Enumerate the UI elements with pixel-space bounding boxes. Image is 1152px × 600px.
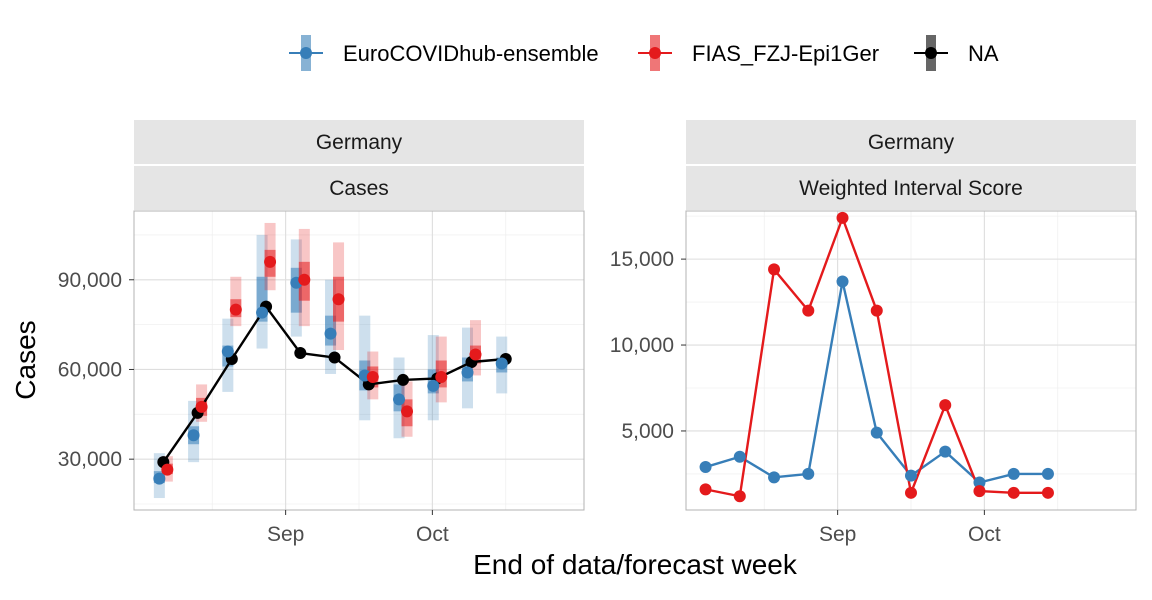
x-tick-label: Sep xyxy=(819,523,856,546)
eurocovidhub-ensemble-point xyxy=(905,469,917,482)
eurocovidhub-ensemble-interval-50 xyxy=(256,276,268,322)
legend-key-point xyxy=(300,47,312,59)
eurocovidhub-ensemble-median-point xyxy=(461,366,474,379)
fias-fzj-epi1ger-point xyxy=(870,304,883,317)
legend-label-ensemble: EuroCOVIDhub-ensemble xyxy=(343,41,599,66)
fias-fzj-epi1ger-point xyxy=(1041,486,1054,499)
points xyxy=(699,211,1054,503)
grid-minor xyxy=(134,211,584,510)
eurocovidhub-ensemble-point xyxy=(1007,467,1020,480)
legend-label-na: NA xyxy=(968,41,999,66)
legend-item-na: NA xyxy=(914,35,999,71)
points xyxy=(153,255,512,485)
fias-fzj-epi1ger-point xyxy=(973,485,986,498)
truth-point xyxy=(328,351,341,364)
fias-fzj-epi1ger-point xyxy=(768,263,781,276)
eurocovidhub-ensemble-median-point xyxy=(153,472,166,485)
fias-fzj-epi1ger-median-point xyxy=(469,348,482,361)
eurocovidhub-ensemble-point xyxy=(973,476,986,489)
fias-fzj-epi1ger-point xyxy=(905,486,917,499)
fias-fzj-epi1ger-median-point xyxy=(298,273,311,286)
legend-key-point xyxy=(925,47,937,59)
eurocovidhub-ensemble-point xyxy=(870,426,883,439)
plot-border xyxy=(685,210,1137,511)
eurocovidhub-ensemble-interval-50 xyxy=(290,267,302,313)
plot-border xyxy=(133,210,585,511)
truth-point xyxy=(294,347,307,360)
eurocovidhub-ensemble-median-point xyxy=(221,345,234,358)
x-tick-label: Oct xyxy=(968,523,1001,546)
fias-fzj-epi1ger-point xyxy=(699,483,712,496)
legend-label-fias: FIAS_FZJ-Epi1Ger xyxy=(692,41,879,66)
strip-top-label: Germany xyxy=(868,131,955,154)
eurocovidhub-ensemble-point xyxy=(836,275,849,288)
x-tick-label: Oct xyxy=(416,523,449,546)
x-axis: Sep Oct xyxy=(819,510,1001,546)
grid-major xyxy=(134,211,584,510)
eurocovidhub-ensemble-median-point xyxy=(393,393,406,406)
eurocovidhub-ensemble-point xyxy=(699,461,712,474)
fias-fzj-epi1ger-median-point xyxy=(401,405,414,418)
y-tick-label: 90,000 xyxy=(58,269,122,292)
legend-item-fias: FIAS_FZJ-Epi1Ger xyxy=(638,35,879,71)
legend-key-point xyxy=(649,47,661,59)
eurocovidhub-ensemble-median-point xyxy=(495,357,508,370)
fias-fzj-epi1ger-median-point xyxy=(435,370,448,383)
eurocovidhub-ensemble-point xyxy=(802,467,815,480)
fias-fzj-epi1ger-point xyxy=(802,304,815,317)
y-tick-label: 60,000 xyxy=(58,358,122,381)
y-tick-label: 10,000 xyxy=(610,334,674,357)
strip-bottom-label: Cases xyxy=(329,177,389,200)
fias-fzj-epi1ger-median-point xyxy=(332,293,345,306)
eurocovidhub-ensemble-median-point xyxy=(324,327,337,340)
strip-bottom-background xyxy=(134,166,584,210)
grid-minor xyxy=(686,211,1136,510)
grid-major xyxy=(686,211,1136,510)
panel-cases: Germany Cases 30,000 60,000 90,000 Sep Oct xyxy=(58,120,585,546)
strip-top-background xyxy=(134,120,584,164)
x-tick-label: Sep xyxy=(267,523,304,546)
eurocovidhub-ensemble-point xyxy=(733,450,746,463)
strip-top-background xyxy=(686,120,1136,164)
y-axis: 30,000 60,000 90,000 xyxy=(58,269,134,471)
fias-fzj-epi1ger-median-point xyxy=(195,400,208,413)
fias-fzj-epi1ger-point xyxy=(733,490,746,503)
strip-bottom-label: Weighted Interval Score xyxy=(799,177,1023,200)
fias-fzj-epi1ger-median-point xyxy=(366,370,379,383)
y-tick-label: 30,000 xyxy=(58,448,122,471)
y-axis-title: Cases xyxy=(10,320,41,399)
y-tick-label: 5,000 xyxy=(621,420,674,443)
x-axis-title: End of data/forecast week xyxy=(473,549,798,580)
strip-top-label: Germany xyxy=(316,131,403,154)
fias-fzj-epi1ger-point xyxy=(1007,486,1020,499)
eurocovidhub-ensemble-median-point xyxy=(427,379,440,392)
fias-fzj-epi1ger-median-point xyxy=(264,255,277,268)
fias-fzj-epi1ger-median-point xyxy=(229,303,242,316)
x-axis: Sep Oct xyxy=(267,510,449,546)
y-axis: 5,000 10,000 15,000 xyxy=(610,248,686,443)
eurocovidhub-ensemble-point xyxy=(939,445,952,458)
panel-wis: Germany Weighted Interval Score 5,000 10,… xyxy=(610,120,1137,546)
eurocovidhub-ensemble-median-point xyxy=(256,306,269,319)
fias-fzj-epi1ger-point xyxy=(836,211,849,224)
truth-point xyxy=(397,373,410,386)
strip-bottom-background xyxy=(686,166,1136,210)
legend-item-ensemble: EuroCOVIDhub-ensemble xyxy=(289,35,599,71)
y-tick-label: 15,000 xyxy=(610,248,674,271)
eurocovidhub-ensemble-point xyxy=(1041,467,1054,480)
legend: EuroCOVIDhub-ensemble FIAS_FZJ-Epi1Ger N… xyxy=(289,35,999,71)
eurocovidhub-ensemble-point xyxy=(768,471,781,484)
fias-fzj-epi1ger-point xyxy=(939,399,952,412)
fias-fzj-epi1ger-median-point xyxy=(161,463,174,476)
eurocovidhub-ensemble-median-point xyxy=(187,429,200,442)
